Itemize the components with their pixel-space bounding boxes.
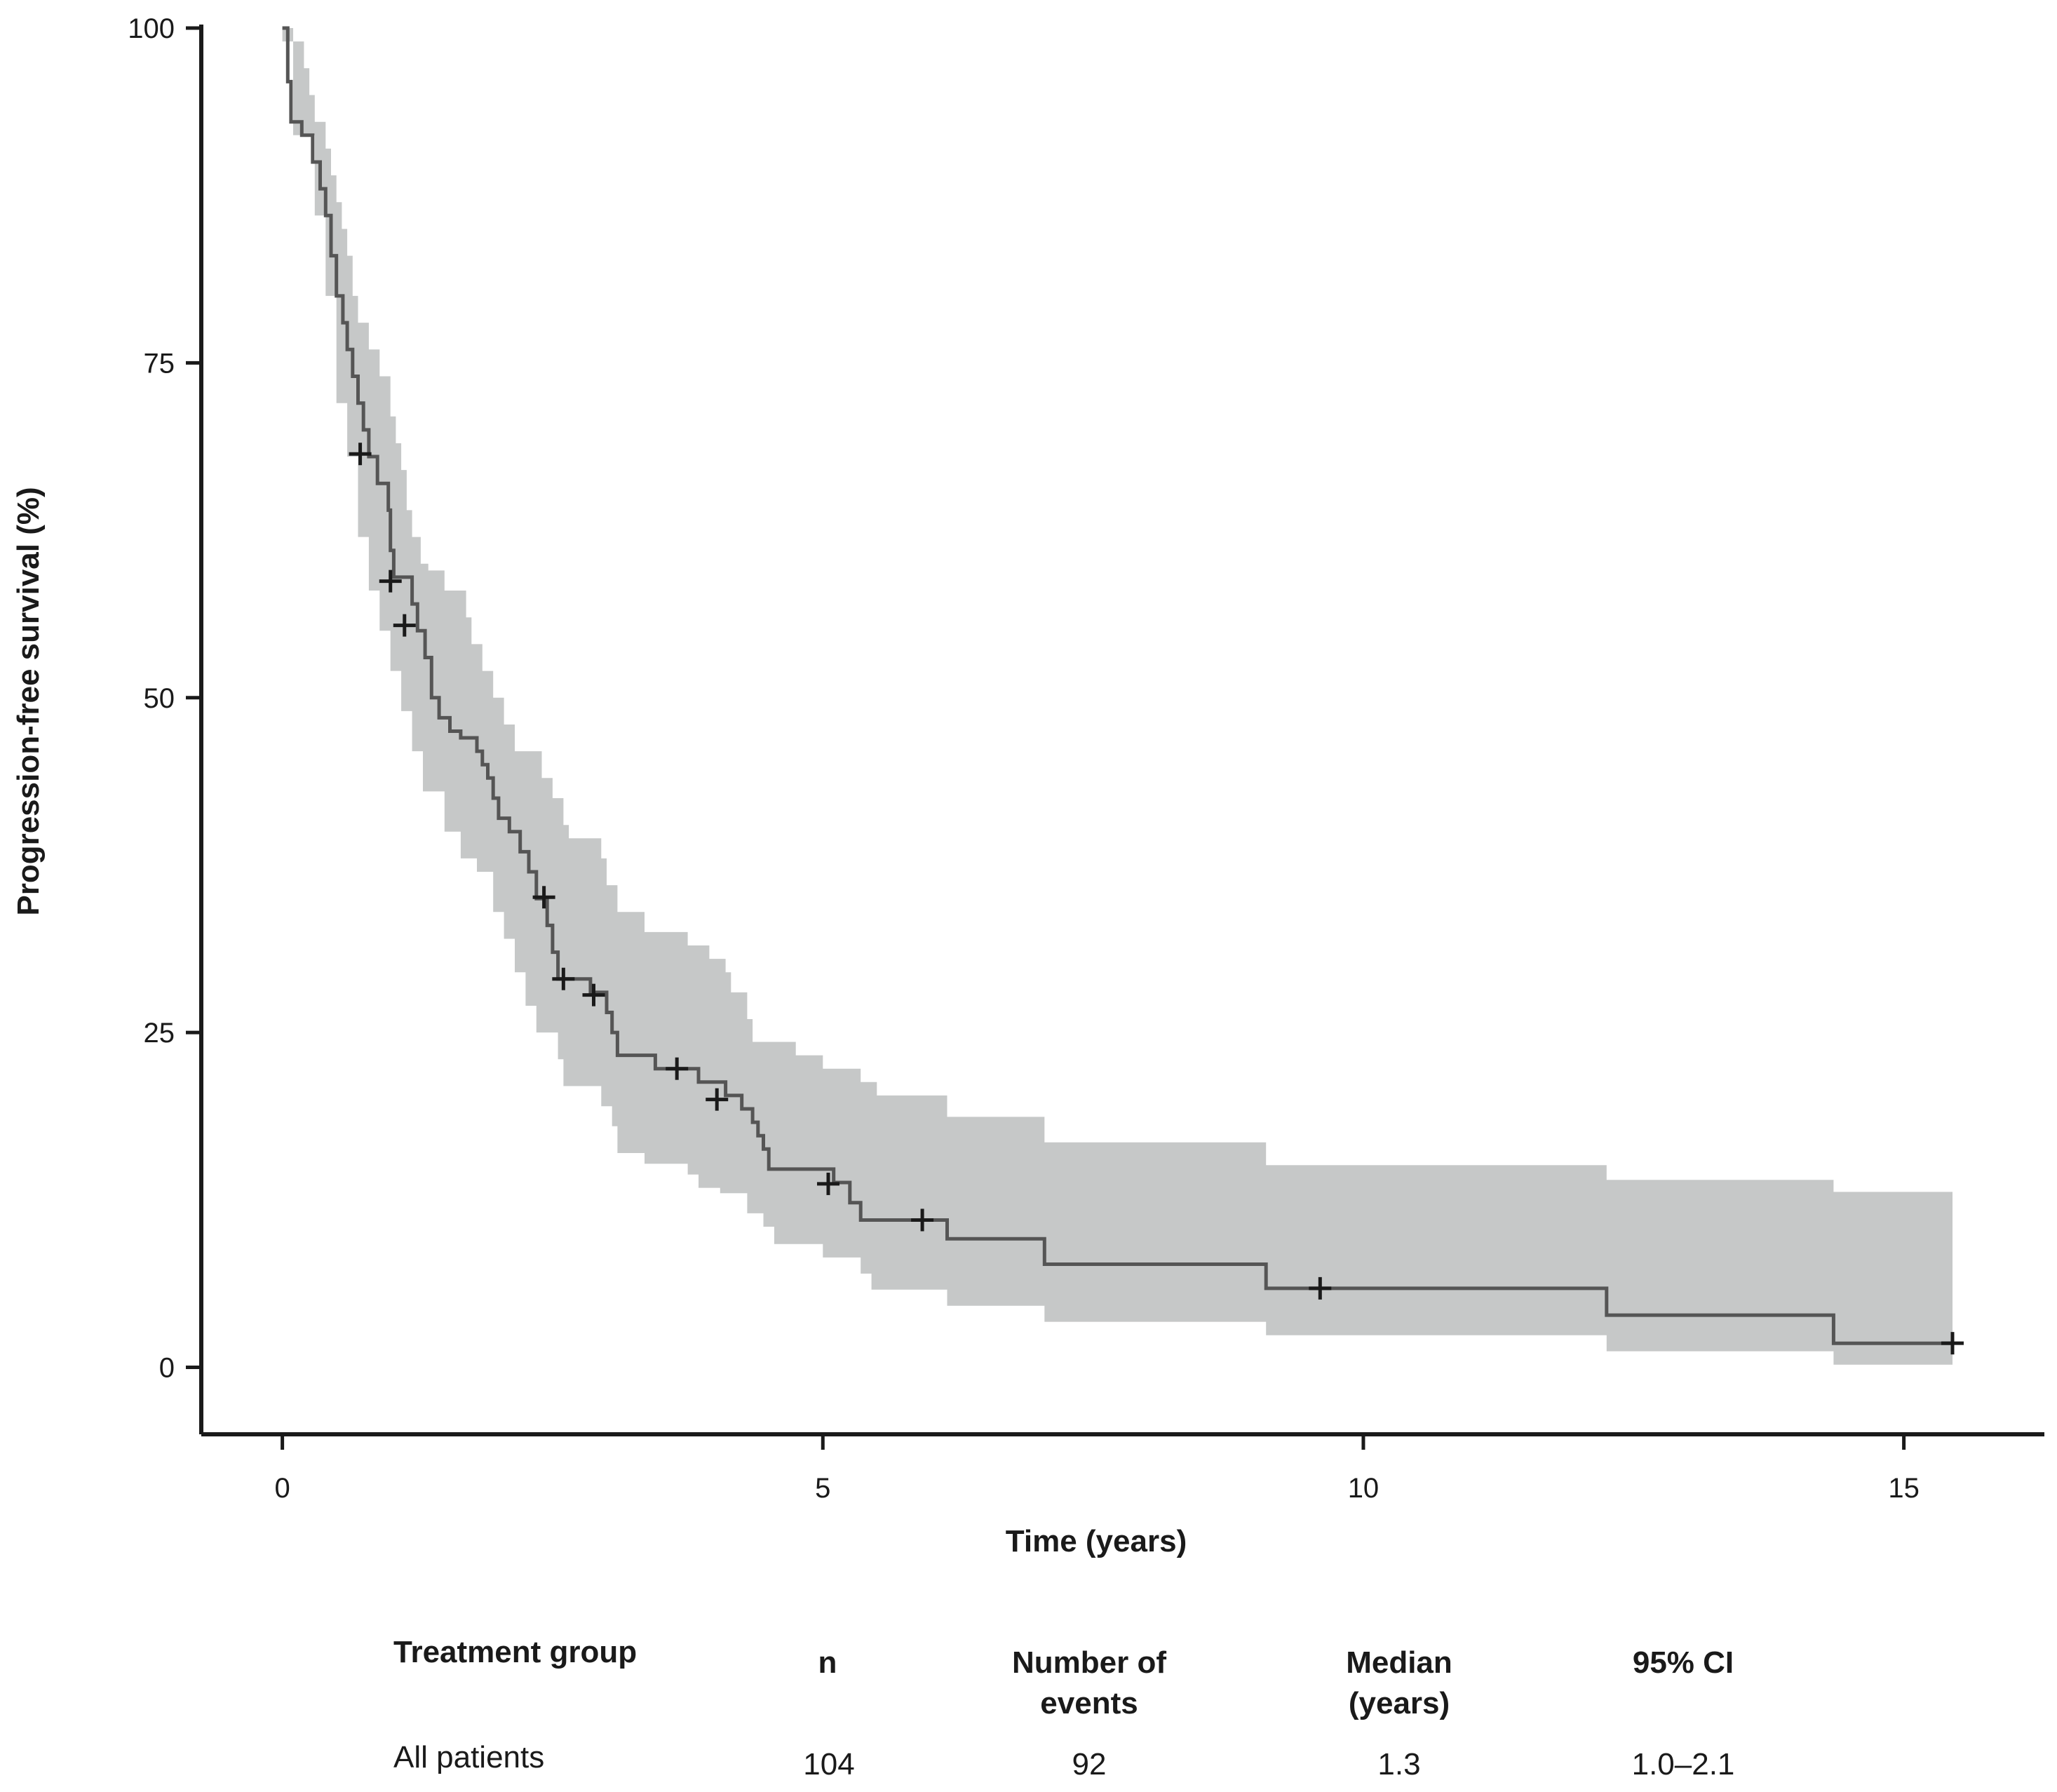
header-treatment-group: Treatment group [393, 1635, 637, 1669]
header-median-line2: (years) [1349, 1686, 1450, 1720]
header-events-line1: Number of [1012, 1645, 1166, 1680]
censor-marks [349, 443, 1964, 1355]
censor-mark [1941, 1332, 1964, 1355]
censor-mark [532, 886, 555, 909]
x-tick-label: 0 [274, 1473, 290, 1504]
y-axis-ticks: 0 25 50 75 100 [128, 13, 201, 1384]
censor-mark [816, 1172, 839, 1195]
censor-mark [911, 1208, 934, 1232]
y-tick-label: 0 [159, 1353, 175, 1384]
cell-group: All patients [393, 1740, 544, 1774]
censor-mark [379, 570, 402, 593]
x-axis-ticks: 0 5 10 15 [274, 1434, 1920, 1504]
censor-mark [706, 1088, 729, 1111]
censor-mark [666, 1057, 689, 1080]
censor-mark [582, 983, 605, 1006]
plot-area [282, 26, 1964, 1365]
km-survival-line [282, 26, 1953, 1345]
header-ci: 95% CI [1633, 1645, 1734, 1680]
header-n: n [818, 1645, 837, 1680]
header-events-line2: events [1040, 1686, 1138, 1720]
cell-ci: 1.0–2.1 [1632, 1747, 1735, 1781]
y-tick-label: 75 [144, 348, 175, 379]
y-tick-label: 100 [128, 13, 175, 44]
censor-mark [393, 614, 416, 637]
summary-table: Treatment group n Number of events Media… [393, 1635, 1734, 1781]
cell-median: 1.3 [1377, 1747, 1420, 1781]
x-tick-label: 10 [1348, 1473, 1380, 1504]
y-axis-title: Progression-free survival (%) [11, 487, 46, 915]
censor-mark [1309, 1276, 1332, 1300]
axes: 0 25 50 75 100 0 5 10 15 [128, 13, 2044, 1504]
censor-mark [349, 443, 372, 466]
header-median-line1: Median [1346, 1645, 1452, 1680]
cell-n: 104 [803, 1747, 854, 1781]
cell-events: 92 [1072, 1747, 1107, 1781]
y-tick-label: 50 [144, 683, 175, 714]
x-tick-label: 5 [815, 1473, 830, 1504]
x-tick-label: 15 [1888, 1473, 1920, 1504]
y-tick-label: 25 [144, 1018, 175, 1049]
censor-mark [552, 967, 575, 990]
confidence-band [282, 28, 1953, 1365]
x-axis-title: Time (years) [1006, 1524, 1187, 1558]
